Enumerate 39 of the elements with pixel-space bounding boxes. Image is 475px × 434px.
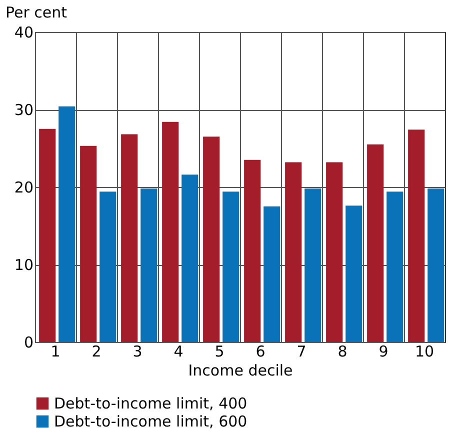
x-tick-label: 9 bbox=[378, 342, 388, 360]
x-tick-label: 10 bbox=[414, 342, 434, 360]
x-tick-label: 3 bbox=[132, 342, 142, 360]
x-tick-label: 1 bbox=[50, 342, 60, 360]
x-tick-label: 4 bbox=[174, 342, 184, 360]
y-tick-label: 20 bbox=[14, 178, 34, 196]
bar bbox=[39, 128, 56, 342]
y-tick-label: 10 bbox=[14, 256, 34, 274]
bar bbox=[121, 134, 138, 342]
bar bbox=[182, 174, 198, 342]
x-tick-label: 5 bbox=[214, 342, 224, 360]
x-axis-title: Income decile bbox=[188, 362, 293, 380]
bar bbox=[100, 192, 116, 342]
legend-label: Debt-to-income limit, 400 bbox=[54, 394, 248, 412]
bar bbox=[140, 188, 158, 342]
bar bbox=[244, 160, 261, 342]
bar bbox=[203, 136, 220, 342]
bar bbox=[58, 106, 76, 342]
x-tick-label: 7 bbox=[296, 342, 306, 360]
bar bbox=[346, 206, 362, 342]
y-axis-title: Per cent bbox=[6, 4, 68, 22]
legend-label: Debt-to-income limit, 600 bbox=[54, 412, 248, 430]
y-tick-label: 30 bbox=[14, 101, 34, 119]
bar bbox=[367, 144, 384, 342]
x-tick-label: 8 bbox=[338, 342, 348, 360]
x-tick-label: 6 bbox=[256, 342, 266, 360]
bar bbox=[285, 162, 302, 342]
bar bbox=[222, 192, 240, 342]
y-tick-label: 0 bbox=[24, 334, 34, 352]
bar bbox=[428, 188, 444, 342]
bar bbox=[264, 206, 280, 342]
bar bbox=[408, 130, 425, 342]
bar bbox=[304, 188, 322, 342]
bar bbox=[326, 162, 343, 342]
x-tick-label: 2 bbox=[92, 342, 102, 360]
bar bbox=[80, 146, 97, 342]
y-tick-label: 40 bbox=[14, 24, 34, 42]
bar bbox=[386, 192, 404, 342]
bar bbox=[162, 122, 179, 342]
